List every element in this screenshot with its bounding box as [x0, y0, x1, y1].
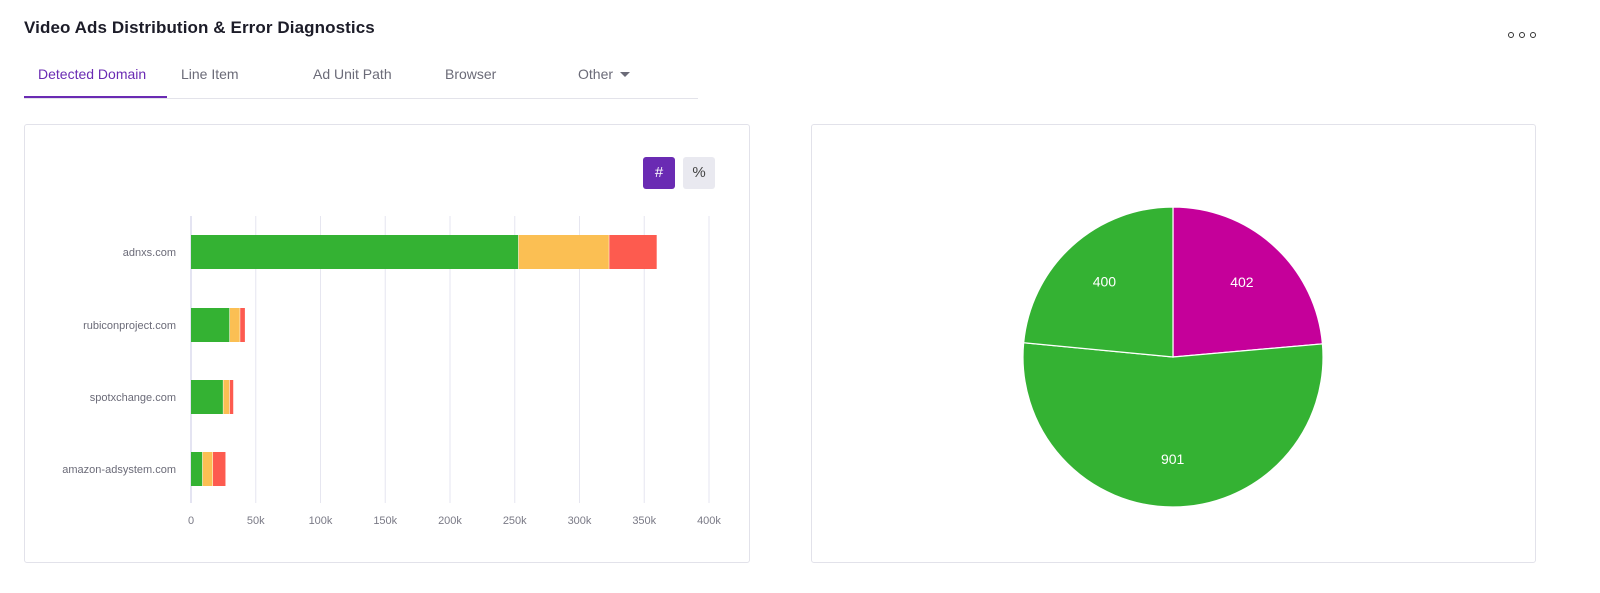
bar-segment: [191, 235, 519, 269]
bar-segment: [609, 235, 657, 269]
page-title: Video Ads Distribution & Error Diagnosti…: [24, 18, 375, 37]
bar-segment: [229, 380, 234, 414]
more-dot: [1530, 32, 1536, 38]
more-dot: [1508, 32, 1514, 38]
category-label: amazon-adsystem.com: [62, 464, 176, 476]
bar-segment: [191, 380, 223, 414]
bar-segment: [518, 235, 609, 269]
bar-segment: [229, 308, 240, 342]
pie-slice-label: 402: [1230, 274, 1254, 290]
tab-line-item[interactable]: Line Item: [181, 66, 239, 82]
more-dot: [1519, 32, 1525, 38]
x-tick-label: 250k: [503, 515, 527, 527]
active-tab-indicator: [24, 96, 167, 98]
tab-browser[interactable]: Browser: [445, 66, 497, 82]
tab-ad-unit-path[interactable]: Ad Unit Path: [313, 66, 392, 82]
bar-segment: [191, 452, 203, 486]
bar-segment: [223, 380, 230, 414]
x-tick-label: 0: [188, 515, 194, 527]
tab-other-label: Other: [578, 66, 614, 82]
pie-slice: [1172, 206, 1324, 358]
pie-slice-label: 901: [1161, 451, 1185, 467]
bar-segment: [202, 452, 213, 486]
x-tick-label: 100k: [309, 515, 333, 527]
more-options-icon[interactable]: [1508, 26, 1536, 44]
x-tick-label: 300k: [568, 515, 592, 527]
pie-slice: [1023, 206, 1174, 358]
percent-toggle-button[interactable]: %: [683, 157, 715, 189]
bar-segment: [240, 308, 245, 342]
chevron-down-icon: [620, 71, 631, 77]
bar-segment: [191, 308, 230, 342]
pie-slice-label: 400: [1093, 274, 1117, 290]
tab-detected-domain[interactable]: Detected Domain: [38, 66, 147, 82]
x-tick-label: 350k: [632, 515, 656, 527]
x-tick-label: 200k: [438, 515, 462, 527]
category-label: rubiconproject.com: [83, 320, 176, 332]
count-toggle-button[interactable]: #: [643, 157, 675, 189]
tab-bar: Detected Domain Line Item Ad Unit Path B…: [24, 54, 698, 99]
x-tick-label: 400k: [697, 515, 721, 527]
bar-chart-card: [24, 124, 750, 563]
tab-other[interactable]: Other: [578, 54, 631, 96]
x-tick-label: 150k: [373, 515, 397, 527]
category-label: adnxs.com: [123, 247, 176, 259]
category-label: spotxchange.com: [90, 392, 176, 404]
bar-segment: [213, 452, 226, 486]
x-tick-label: 50k: [247, 515, 265, 527]
pie-slice: [1022, 342, 1324, 508]
